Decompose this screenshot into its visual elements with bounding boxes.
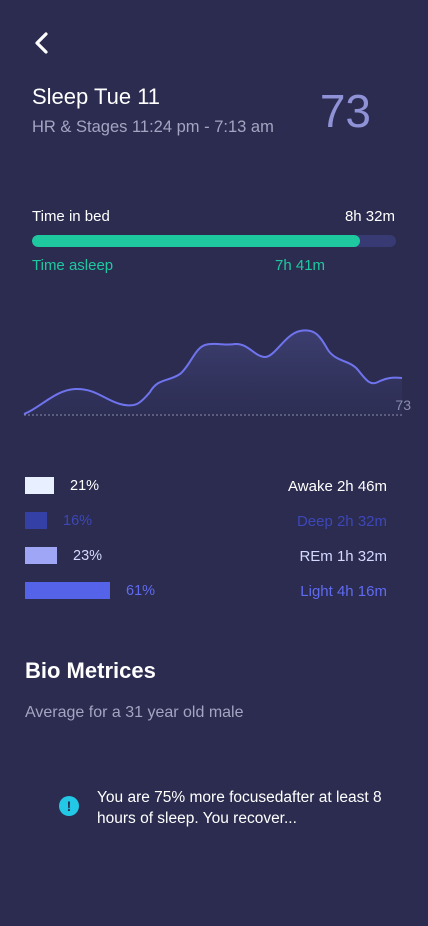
time-asleep-value: 7h 41m xyxy=(275,257,326,274)
stage-pct-deep: 16% xyxy=(63,513,93,529)
stage-bar-deep xyxy=(25,512,47,529)
heart-rate-area xyxy=(24,330,402,414)
stage-row-awake: 21% Awake 2h 46m xyxy=(25,475,395,510)
sleep-insight-text: You are 75% more focusedafter at least 8… xyxy=(97,789,382,827)
chevron-left-icon xyxy=(35,32,48,54)
stage-bar-awake xyxy=(25,477,54,494)
stage-row-light: 61% Light 4h 16m xyxy=(25,580,395,615)
bio-metrics-heading: Bio Metrices xyxy=(25,658,156,683)
stage-label-light: Light 4h 16m xyxy=(300,583,387,600)
stage-label-deep: Deep 2h 32m xyxy=(296,513,387,530)
stage-pct-light: 61% xyxy=(126,583,156,599)
sleep-progress-fill xyxy=(32,235,360,247)
bio-metrics-subtitle: Average for a 31 year old male xyxy=(25,704,244,721)
heart-rate-chart: 73 xyxy=(23,329,411,416)
stage-pct-awake: 21% xyxy=(70,478,100,494)
stage-bar-light xyxy=(25,582,110,599)
sleep-score: 73 xyxy=(319,85,371,137)
sleep-stages: 21% Awake 2h 46m 16% Deep 2h 32m 23% REm… xyxy=(25,475,395,615)
back-button[interactable] xyxy=(26,28,56,58)
heart-rate-line xyxy=(23,329,403,415)
sleep-time-range: HR & Stages 11:24 pm - 7:13 am xyxy=(32,118,274,136)
stage-row-deep: 16% Deep 2h 32m xyxy=(25,510,395,545)
heart-rate-end-label: 73 xyxy=(395,397,411,413)
time-in-bed-value: 8h 32m xyxy=(344,208,395,225)
page-title: Sleep Tue 11 xyxy=(32,84,161,109)
time-in-bed-label: Time in bed xyxy=(32,208,110,225)
stage-label-rem: REm 1h 32m xyxy=(299,548,387,565)
stage-bar-rem xyxy=(25,547,57,564)
stage-label-awake: Awake 2h 46m xyxy=(288,478,387,495)
stage-row-rem: 23% REm 1h 32m xyxy=(25,545,395,580)
exclamation-icon: ! xyxy=(59,796,79,816)
stage-pct-rem: 23% xyxy=(73,548,103,564)
time-asleep-label: Time asleep xyxy=(32,257,114,274)
sleep-progress-bar xyxy=(32,235,396,247)
